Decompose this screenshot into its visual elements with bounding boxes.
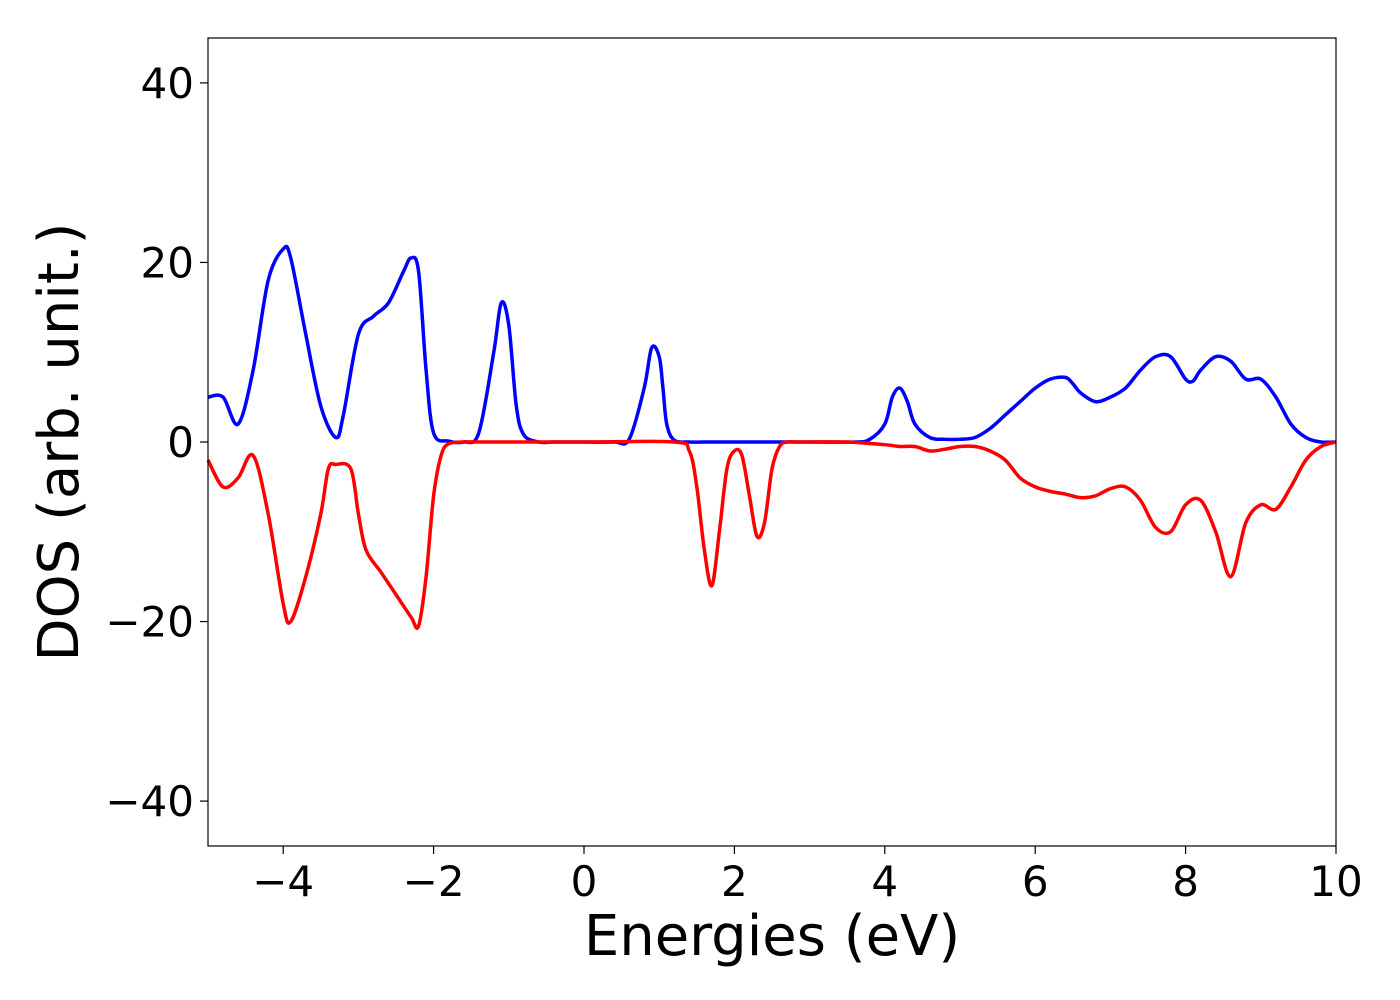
y-tick-label: 40 <box>141 59 194 108</box>
series-line-1 <box>207 244 1337 446</box>
series-line-2 <box>206 439 1337 630</box>
x-axis: −4 −2 0 2 4 6 8 10 <box>252 846 1363 906</box>
y-tick-label: 20 <box>141 238 194 287</box>
y-tick-label: 0 <box>167 418 194 467</box>
x-axis-title: Energies (eV) <box>584 904 960 969</box>
y-axis-title: DOS (arb. unit.) <box>27 222 92 661</box>
x-tick-label: 8 <box>1172 857 1199 906</box>
y-tick-label: −20 <box>105 598 194 647</box>
x-tick-label: 10 <box>1309 857 1362 906</box>
x-tick-label: −2 <box>403 857 465 906</box>
x-tick-label: −4 <box>252 857 314 906</box>
y-axis: −40 −20 0 20 40 <box>105 59 208 826</box>
x-tick-label: 6 <box>1022 857 1049 906</box>
series-layer <box>206 244 1337 630</box>
x-tick-label: 4 <box>871 857 898 906</box>
y-tick-label: −40 <box>105 777 194 826</box>
x-tick-label: 2 <box>721 857 748 906</box>
x-tick-label: 0 <box>571 857 598 906</box>
